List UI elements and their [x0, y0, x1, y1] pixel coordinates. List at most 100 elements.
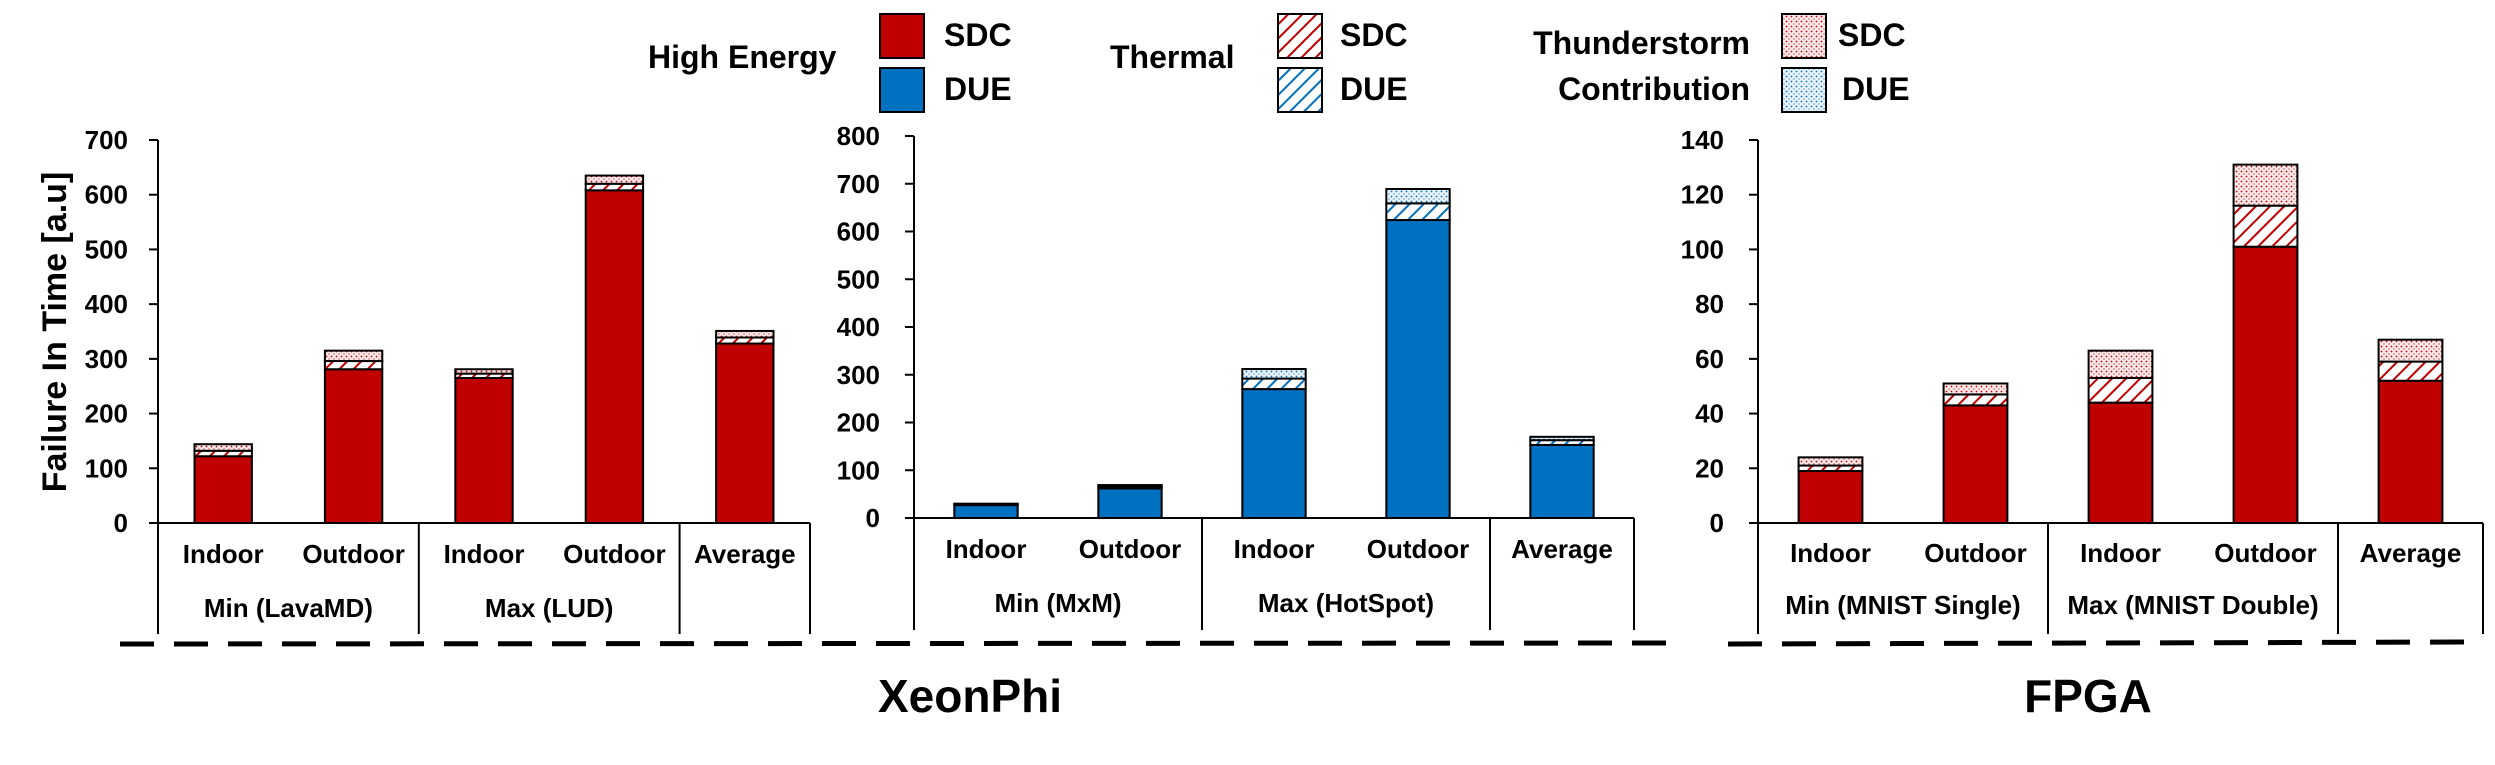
bar-segment-high-energy [1530, 445, 1593, 518]
chart-panel-xeonphi-due: 0 100 200 300 400 500 600 700 800 Indoor Outdoor In… [837, 121, 1634, 630]
legend-high-energy-due-label: DUE [944, 71, 1012, 107]
bar-segment-thermal [2379, 362, 2443, 381]
bar-segment-high-energy [2089, 403, 2153, 523]
y-tick-label: 200 [837, 408, 880, 438]
y-tick-label: 140 [1681, 125, 1724, 155]
y-tick-label: 0 [114, 508, 128, 538]
bar-segment-thunderstorm [1386, 189, 1449, 203]
x-category-label: Average [694, 539, 796, 569]
x-category-label: Outdoor [563, 539, 666, 569]
y-tick-label: 500 [85, 234, 128, 264]
legend-high-energy-due-swatch [880, 68, 924, 112]
separator-fpga [1728, 642, 2480, 644]
y-tick-label: 800 [837, 121, 880, 151]
bar-segment-high-energy [954, 505, 1017, 518]
legend: High Energy SDC DUE Thermal SDC DUE Thun… [648, 14, 1910, 112]
x-category-label: Indoor [1790, 538, 1871, 568]
bar-segment-thunderstorm [586, 176, 643, 184]
x-category-label: Indoor [183, 539, 264, 569]
x-group-label: Min (LavaMD) [204, 593, 373, 623]
x-group-label: Max (LUD) [485, 593, 614, 623]
bar-segment-high-energy [1242, 389, 1305, 518]
y-tick-label: 200 [85, 399, 128, 429]
y-tick-label: 300 [85, 344, 128, 374]
bar-segment-high-energy [2379, 381, 2443, 523]
x-category-label: Indoor [946, 534, 1027, 564]
bar-segment-thunderstorm [2379, 340, 2443, 362]
bar-segment-high-energy [1944, 405, 2008, 523]
y-tick-label: 600 [85, 180, 128, 210]
y-tick-label: 700 [837, 169, 880, 199]
x-category-label: Average [1511, 534, 1613, 564]
y-tick-label: 0 [1710, 508, 1724, 538]
y-tick-label: 600 [837, 217, 880, 247]
chart-panel-xeonphi-sdc: 0 100 200 300 400 500 600 700 Indoor Outdoor Indoo… [85, 125, 810, 634]
y-axis-title: Failure In Time [a.u] [36, 172, 74, 493]
legend-high-energy-sdc-swatch [880, 14, 924, 58]
legend-high-energy-label: High Energy [648, 39, 837, 75]
bar-segment-thunderstorm [455, 369, 512, 373]
bar-segment-thermal [2234, 206, 2298, 247]
x-group-label: Max (MNIST Double) [2067, 590, 2318, 620]
bar-segment-high-energy [325, 369, 382, 523]
bar-segment-thermal [2089, 378, 2153, 403]
fpga-title: FPGA [2024, 670, 2152, 722]
x-group-label: Min (MNIST Single) [1785, 590, 2020, 620]
y-tick-label: 80 [1695, 289, 1724, 319]
y-tick-label: 100 [85, 453, 128, 483]
bar-segment-high-energy [455, 378, 512, 523]
y-tick-label: 40 [1695, 399, 1724, 429]
x-category-label: Outdoor [2214, 538, 2317, 568]
bar-segment-thunderstorm [2234, 165, 2298, 206]
x-category-label: Indoor [1234, 534, 1315, 564]
xeonphi-title: XeonPhi [878, 670, 1062, 722]
legend-thermal-sdc-label: SDC [1340, 17, 1408, 53]
bar-segment-thunderstorm [2089, 351, 2153, 378]
bar-segment-thunderstorm [1242, 369, 1305, 379]
bar-segment-high-energy [586, 190, 643, 523]
bar-segment-high-energy [2234, 247, 2298, 523]
y-tick-label: 400 [837, 312, 880, 342]
y-tick-label: 100 [837, 455, 880, 485]
legend-thunderstorm-due-swatch [1782, 68, 1826, 112]
legend-thunderstorm-sdc-label: SDC [1838, 17, 1906, 53]
y-tick-label: 100 [1681, 234, 1724, 264]
y-tick-label: 20 [1695, 453, 1724, 483]
legend-thermal-due-swatch [1278, 68, 1322, 112]
y-tick-label: 0 [866, 503, 880, 533]
y-tick-label: 120 [1681, 180, 1724, 210]
x-category-label: Indoor [444, 539, 525, 569]
x-category-label: Outdoor [302, 539, 405, 569]
x-group-label: Max (HotSpot) [1258, 588, 1434, 618]
x-group-label: Min (MxM) [994, 588, 1121, 618]
y-tick-label: 700 [85, 125, 128, 155]
bar-segment-high-energy [1098, 488, 1161, 518]
legend-thunderstorm-sdc-swatch [1782, 14, 1826, 58]
x-category-label: Average [2360, 538, 2462, 568]
legend-thunderstorm-due-label: DUE [1842, 71, 1910, 107]
x-category-label: Indoor [2080, 538, 2161, 568]
bar-segment-high-energy [716, 344, 773, 523]
legend-thermal-sdc-swatch [1278, 14, 1322, 58]
legend-thunderstorm-label-2: Contribution [1558, 71, 1750, 107]
legend-thunderstorm-label-1: Thunderstorm [1533, 25, 1750, 61]
bar-segment-thunderstorm [716, 331, 773, 338]
x-category-label: Outdoor [1079, 534, 1182, 564]
legend-thermal-label: Thermal [1110, 39, 1234, 75]
bar-segment-high-energy [1799, 471, 1863, 523]
y-tick-label: 400 [85, 289, 128, 319]
legend-thermal-due-label: DUE [1340, 71, 1408, 107]
y-tick-label: 300 [837, 360, 880, 390]
bar-segment-thermal [1386, 203, 1449, 220]
separator-xeonphi [120, 643, 1668, 644]
bar-segment-thunderstorm [1098, 485, 1161, 486]
bar-segment-high-energy [1386, 220, 1449, 518]
legend-high-energy-sdc-label: SDC [944, 17, 1012, 53]
bar-segment-thunderstorm [195, 444, 252, 451]
y-tick-label: 500 [837, 264, 880, 294]
bar-segment-thunderstorm [1530, 437, 1593, 440]
bar-segment-thermal [325, 361, 382, 369]
